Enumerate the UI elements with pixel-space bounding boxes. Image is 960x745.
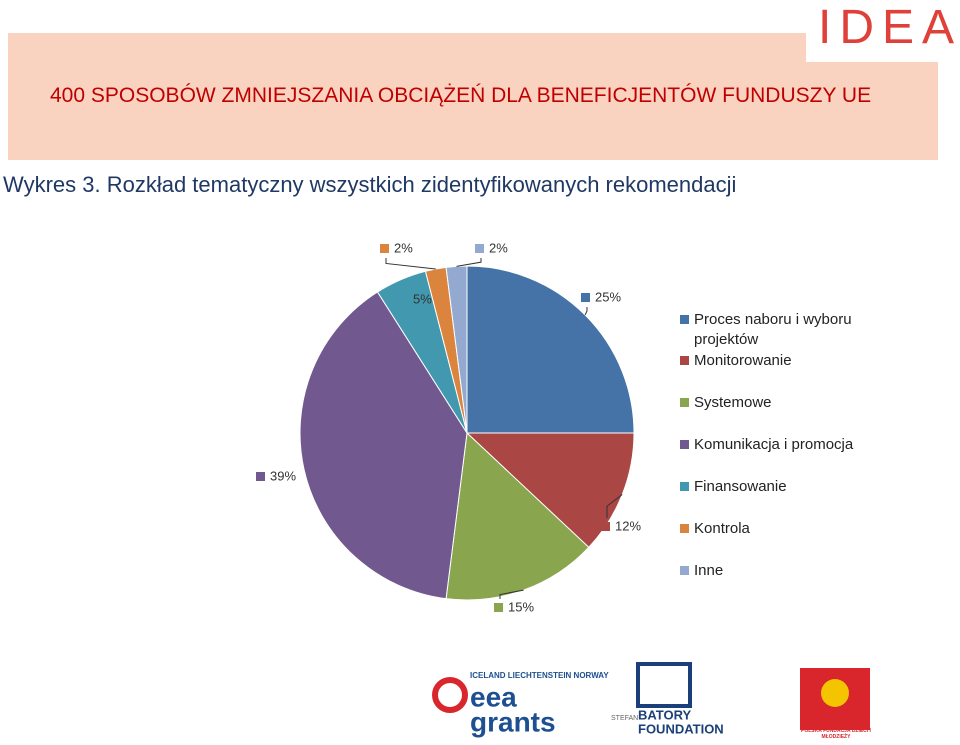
logo-text: STEFAN [611,715,638,722]
legend-label: Inne [694,562,724,579]
data-label: 12% [615,518,641,533]
logo-eea: ICELAND LIECHTENSTEIN NORWAY eea grants [432,671,609,737]
data-label: 2% [394,240,413,255]
legend-item: Kontrola [680,519,884,539]
logo-shape [636,662,692,708]
label-key [256,472,265,481]
pie-slice [466,265,635,434]
legend-item: Proces naboru i wyboru projektów [680,310,884,350]
logo-text: BATORY [638,707,692,722]
pie-slice [465,432,635,549]
label-key [475,244,484,253]
leader-line [456,258,482,267]
legend-key [680,566,689,575]
logo-caption: POLSKA FUNDACJA DZIECI I MŁODZIEŻY [801,728,871,740]
legend-key [680,440,689,449]
legend-item: Finansowanie [680,477,884,497]
chart-title: Wykres 3. Rozkład tematyczny wszystkich … [3,172,737,197]
label-key [581,293,590,302]
legend-item: Inne [680,561,884,581]
logo-idea: IDEA [806,0,960,62]
data-label: 39% [270,468,296,483]
legend-key [680,315,689,324]
data-label: 15% [508,599,534,614]
label-key [380,244,389,253]
legend-label: Finansowanie [694,478,787,495]
label-key [399,295,408,304]
logo-text: eea [470,681,517,712]
logo-shape [821,679,849,707]
legend-label: Komunikacja i promocja [694,436,854,453]
legend-item: Komunikacja i promocja [680,435,884,455]
logo-pfdm: POLSKA FUNDACJA DZIECI I MŁODZIEŻY [800,668,871,740]
data-label: 25% [595,289,621,304]
legend-label: Kontrola [694,520,750,537]
data-label: 5% [413,291,432,306]
logo-text: IDEA [818,1,960,54]
leader-line [385,258,436,270]
logo-text: grants [470,706,556,737]
data-label: 2% [489,240,508,255]
logo-shape [432,677,468,713]
legend-label: Systemowe [694,394,772,411]
legend-key [680,524,689,533]
legend-key [680,482,689,491]
pie-slice [299,291,468,600]
legend-item: Monitorowanie [680,351,884,371]
logo-text: POLSKA FUNDACJA DZIECI I MŁODZIEŻY [801,728,871,740]
logo-text: FOUNDATION [638,721,724,736]
logo-batory: STEFAN BATORY FOUNDATION [611,662,724,736]
legend-key [680,398,689,407]
legend-key [680,356,689,365]
legend-label: Proces naboru i wyboru projektów [694,311,852,348]
label-key [601,522,610,531]
header-band [8,33,938,160]
header-title: 400 SPOSOBÓW ZMNIEJSZANIA OBCIĄŻEŃ DLA B… [50,84,872,107]
leader-line [499,589,524,599]
leader-line [584,307,588,316]
leader-line [606,494,623,518]
logo-text: ICELAND LIECHTENSTEIN NORWAY [470,671,609,680]
pie-slice [445,265,468,434]
label-key [494,603,503,612]
legend-item: Systemowe [680,393,884,413]
legend-label: Monitorowanie [694,352,792,369]
